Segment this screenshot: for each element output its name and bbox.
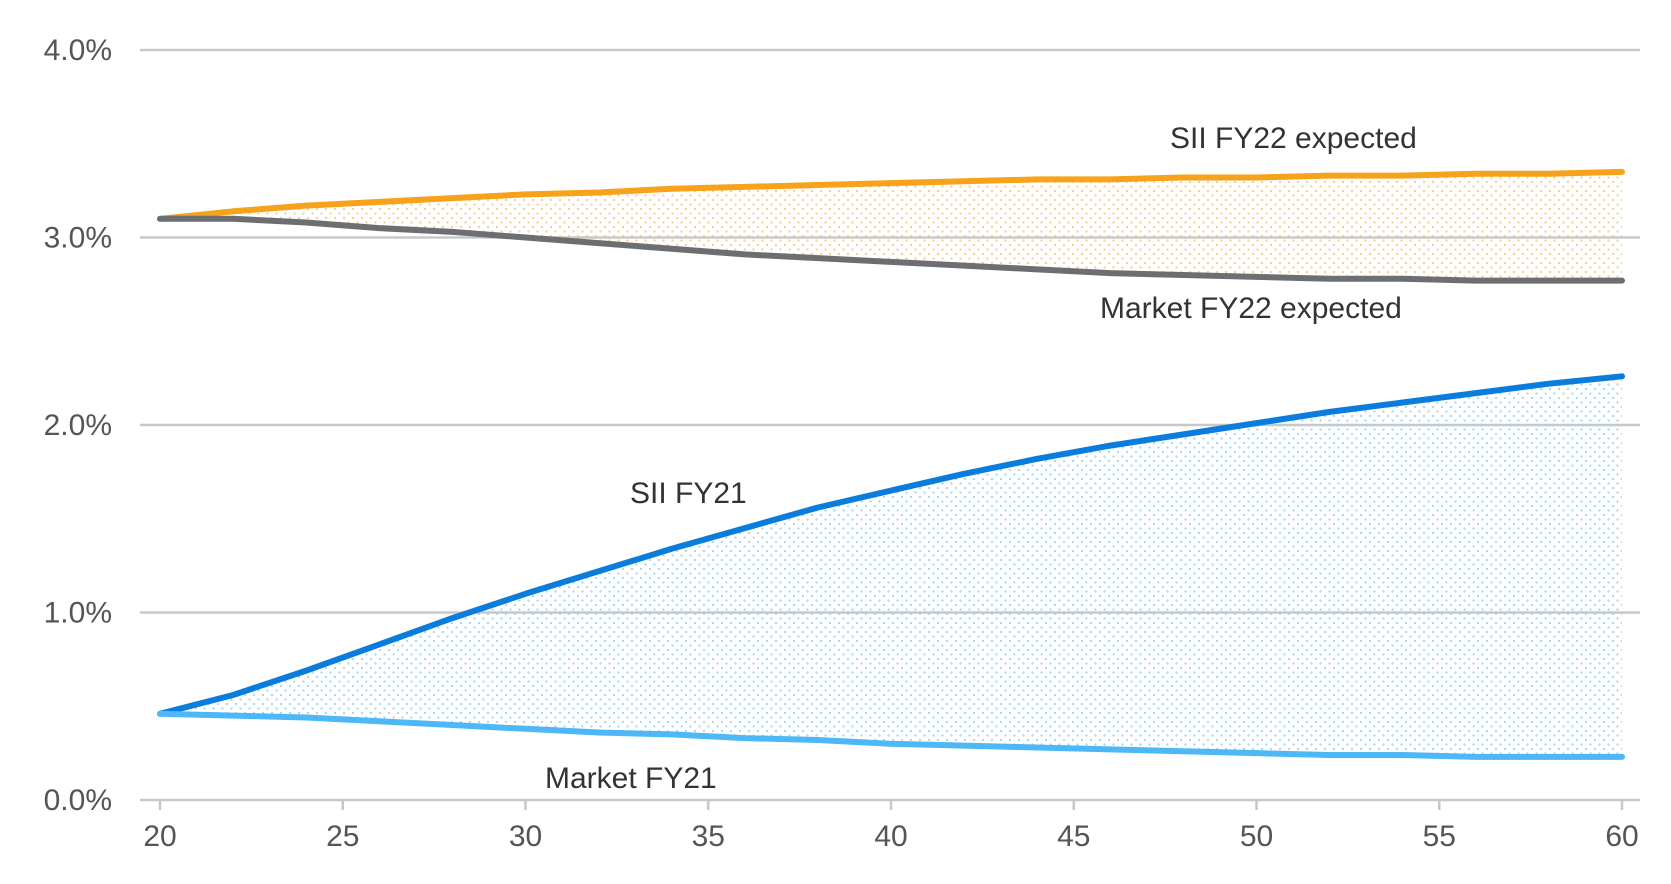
- series-label-market-fy22-expected: Market FY22 expected: [1100, 292, 1402, 325]
- series-label-sii-fy21: SII FY21: [630, 477, 747, 510]
- y-tick-label-4: 4.0%: [44, 34, 112, 67]
- x-tick-label-8: 60: [1605, 820, 1638, 853]
- y-tick-label-0: 0.0%: [44, 784, 112, 817]
- x-tick-label-5: 45: [1057, 820, 1090, 853]
- x-tick-label-6: 50: [1240, 820, 1273, 853]
- series-line-market-fy22-expected: [157, 215, 1625, 284]
- x-tick-label-7: 55: [1423, 820, 1456, 853]
- band-sii-fy22-expected-vs-market-fy22-expected: [160, 171, 1622, 281]
- series-lines: [157, 168, 1625, 760]
- y-tick-label-2: 2.0%: [44, 409, 112, 442]
- x-tick-label-1: 25: [326, 820, 359, 853]
- x-tick-label-2: 30: [509, 820, 542, 853]
- y-tick-label-3: 3.0%: [44, 222, 112, 255]
- series-labels: SII FY22 expected Market FY22 expected SII…: [545, 122, 1417, 795]
- series-label-sii-fy22-expected: SII FY22 expected: [1170, 122, 1417, 155]
- band-sii-fy21-vs-market-fy21: [160, 376, 1622, 757]
- y-tick-label-1: 1.0%: [44, 597, 112, 630]
- x-tick-label-3: 35: [692, 820, 725, 853]
- y-axis-ticks: 0.0% 1.0% 2.0% 3.0% 4.0%: [44, 34, 112, 817]
- series-line-sii-fy21: [157, 373, 1625, 717]
- shaded-bands: [160, 171, 1622, 757]
- series-line-sii-fy22-expected: [157, 168, 1625, 222]
- series-line-market-fy21: [157, 710, 1625, 760]
- x-tick-label-4: 40: [874, 820, 907, 853]
- x-axis-ticks: 20 25 30 35 40 45 50 55 60: [143, 800, 1639, 853]
- x-tick-label-0: 20: [143, 820, 176, 853]
- series-label-market-fy21: Market FY21: [545, 762, 717, 795]
